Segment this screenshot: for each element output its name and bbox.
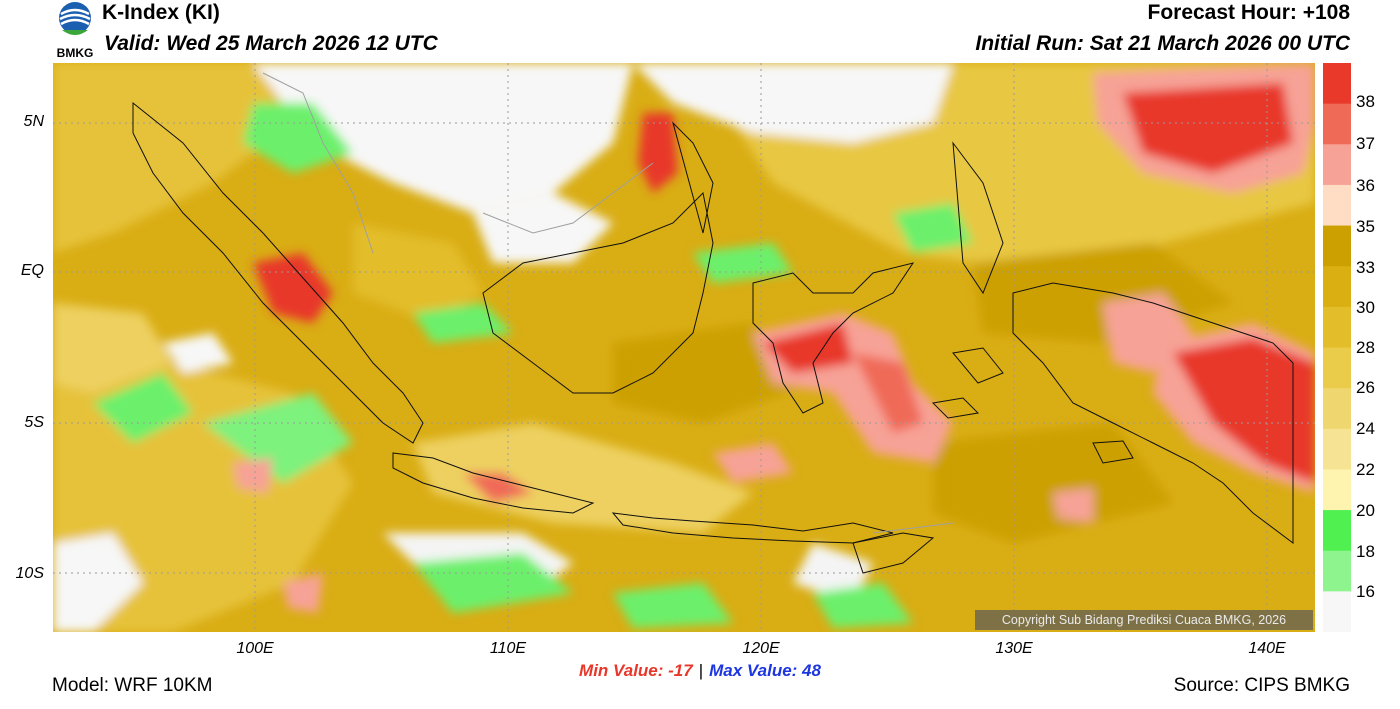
coastlines [132, 101, 1294, 574]
colorbar-swatch [1323, 225, 1351, 267]
colorbar-label-36: 36 [1356, 176, 1375, 195]
colorbar [1323, 63, 1351, 633]
lat-label-5n: 5N [23, 113, 44, 130]
colorbar-label-30: 30 [1356, 298, 1375, 317]
colorbar-label-26: 26 [1356, 378, 1375, 397]
min-value: Min Value: -17 [579, 661, 693, 680]
graticule [53, 63, 1315, 632]
lon-label-140e: 140E [1248, 640, 1286, 657]
valid-time: Valid: Wed 25 March 2026 12 UTC [104, 32, 438, 55]
logo-text: BMKG [57, 46, 94, 60]
colorbar-label-18: 18 [1356, 542, 1375, 561]
colorbar-label-22: 22 [1356, 460, 1375, 479]
lon-label-100e: 100E [236, 640, 274, 657]
colorbar-label-37: 37 [1356, 134, 1375, 153]
colorbar-label-28: 28 [1356, 338, 1375, 357]
colorbar-swatch [1323, 469, 1351, 511]
lon-label-110e: 110E [489, 640, 527, 657]
colorbar-swatch [1323, 388, 1351, 430]
k-index-map [53, 63, 1315, 632]
k-index-field [53, 63, 1315, 632]
mainland-borders [262, 72, 954, 534]
colorbar-swatch [1323, 266, 1351, 308]
lon-label-120e: 120E [742, 640, 780, 657]
max-value: Max Value: 48 [709, 661, 821, 680]
min-max-values: Min Value: -17 | Max Value: 48 [0, 661, 1400, 681]
colorbar-swatch [1323, 184, 1351, 227]
lat-label-eq: EQ [20, 262, 44, 279]
colorbar-swatch [1323, 550, 1351, 592]
forecast-hour: Forecast Hour: +108 [1147, 1, 1351, 24]
colorbar-swatch [1323, 63, 1351, 105]
colorbar-swatch [1323, 144, 1351, 186]
min-max-separator: | [698, 661, 704, 680]
lat-label-5s: 5S [24, 414, 44, 431]
colorbar-swatch [1323, 591, 1351, 633]
colorbar-label-20: 20 [1356, 501, 1375, 520]
bmkg-logo: BMKG [52, 0, 98, 60]
copyright-notice: Copyright Sub Bidang Prediksi Cuaca BMKG… [975, 610, 1313, 630]
source-label: Source: CIPS BMKG [1173, 675, 1350, 696]
colorbar-swatch [1323, 510, 1351, 552]
colorbar-swatch [1323, 103, 1351, 145]
colorbar-label-35: 35 [1356, 217, 1375, 236]
model-label: Model: WRF 10KM [52, 675, 213, 696]
colorbar-label-38: 38 [1356, 92, 1375, 111]
colorbar-label-33: 33 [1356, 258, 1375, 277]
colorbar-swatch [1323, 347, 1351, 389]
initial-run: Initial Run: Sat 21 March 2026 00 UTC [975, 32, 1350, 55]
colorbar-label-16: 16 [1356, 582, 1375, 601]
colorbar-swatch [1323, 306, 1351, 348]
chart-title: K-Index (KI) [102, 1, 220, 24]
colorbar-swatch [1323, 428, 1351, 470]
colorbar-label-24: 24 [1356, 419, 1375, 438]
lat-label-10s: 10S [15, 565, 44, 582]
lon-label-130e: 130E [995, 640, 1033, 657]
